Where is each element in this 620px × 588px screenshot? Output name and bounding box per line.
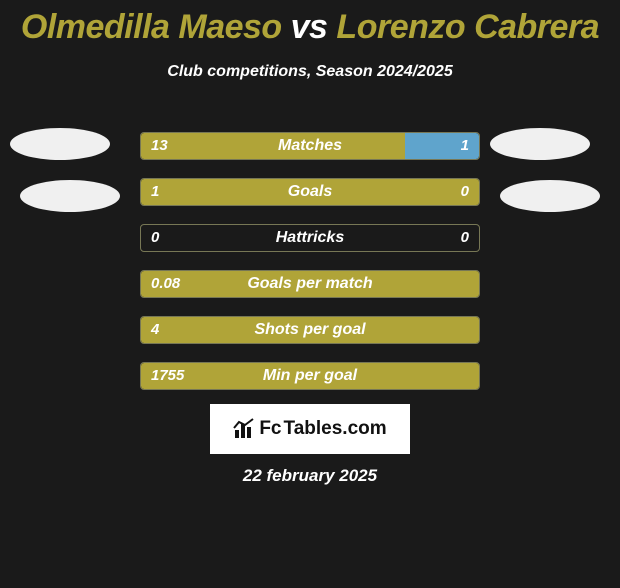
stat-label: Matches — [141, 133, 479, 159]
player-right-name: Lorenzo Cabrera — [336, 8, 599, 46]
decorative-pill — [490, 128, 590, 160]
stat-label: Goals — [141, 179, 479, 205]
stats-bars: 131Matches 10Goals 00Hattricks 0.08Goals pe… — [140, 132, 480, 408]
logo-left: Fc — [259, 418, 281, 440]
subtitle: Club competitions, Season 2024/2025 — [0, 63, 620, 81]
stat-row: 00Hattricks — [140, 224, 480, 252]
stat-label: Shots per goal — [141, 317, 479, 343]
chart-icon — [233, 418, 257, 440]
decorative-pill — [500, 180, 600, 212]
page-title: Olmedilla Maeso vs Lorenzo Cabrera — [0, 8, 620, 47]
decorative-pill — [10, 128, 110, 160]
logo-right: Tables.com — [284, 418, 387, 440]
stat-label: Hattricks — [141, 225, 479, 251]
logo: FcTables.com — [210, 404, 410, 454]
stat-label: Goals per match — [141, 271, 479, 297]
decorative-pill — [20, 180, 120, 212]
stat-row: 4Shots per goal — [140, 316, 480, 344]
stat-label: Min per goal — [141, 363, 479, 389]
logo-text: FcTables.com — [233, 418, 386, 440]
vs-text: vs — [282, 8, 337, 46]
stat-row: 131Matches — [140, 132, 480, 160]
stat-row: 0.08Goals per match — [140, 270, 480, 298]
player-left-name: Olmedilla Maeso — [21, 8, 282, 46]
date-text: 22 february 2025 — [0, 466, 620, 486]
stat-row: 10Goals — [140, 178, 480, 206]
stat-row: 1755Min per goal — [140, 362, 480, 390]
